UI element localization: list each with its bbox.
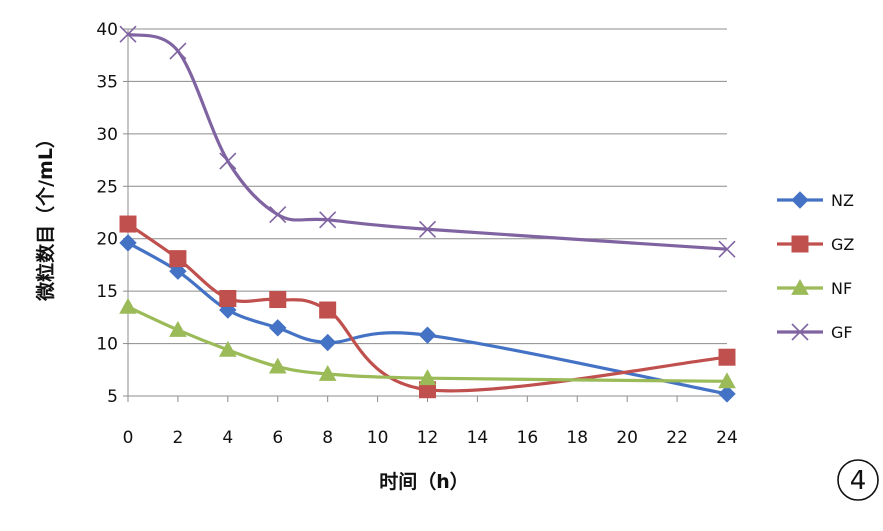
point-gz-6 <box>269 291 287 309</box>
legend-marker-nz <box>791 191 809 209</box>
legend-label-nf: NF <box>831 279 852 298</box>
x-tick-label-14: 14 <box>467 428 489 448</box>
point-gf-2 <box>169 42 187 60</box>
series-gf <box>119 25 736 258</box>
point-gf-24-stroke-b <box>718 240 736 258</box>
legend-label-gz: GZ <box>831 235 854 254</box>
x-tick-label-24: 24 <box>716 428 738 448</box>
point-nf-4 <box>218 340 237 357</box>
x-tick-label-4: 4 <box>222 428 233 448</box>
point-nz-6 <box>269 319 287 337</box>
y-tick-labels: 5 10 15 20 25 30 35 40 <box>96 20 118 407</box>
x-tick-label-20: 20 <box>616 428 638 448</box>
y-tick-label-5: 5 <box>107 387 118 407</box>
point-gz-2 <box>169 250 187 268</box>
x-tick-labels: 0 2 4 6 8 10 12 14 16 18 20 22 24 <box>123 428 738 448</box>
point-gf-6 <box>269 206 287 224</box>
legend-marker-gf <box>791 323 809 341</box>
x-tick-label-12: 12 <box>417 428 439 448</box>
legend: NZ GZ NF GF <box>777 191 854 342</box>
series-layer <box>119 25 736 403</box>
point-gf-12 <box>418 220 437 238</box>
series-line-nz <box>127 241 728 396</box>
point-nz-8 <box>318 333 337 352</box>
point-nf-12 <box>418 369 437 386</box>
y-tick-label-15: 15 <box>96 282 118 302</box>
point-gf-24 <box>718 240 736 258</box>
point-gf-12-stroke-b <box>418 220 437 238</box>
y-axis-title: 微粒数目（个/mL） <box>34 129 57 302</box>
x-tick-label-22: 22 <box>666 428 688 448</box>
legend-item-nf: NF <box>777 278 852 298</box>
legend-marker-nf <box>791 278 809 295</box>
series-line-gf <box>127 32 728 251</box>
point-gf-0 <box>119 25 137 43</box>
y-tick-label-40: 40 <box>96 20 118 40</box>
x-tick-label-16: 16 <box>517 428 539 448</box>
y-tick-label-20: 20 <box>96 230 118 250</box>
point-gz-0 <box>119 215 137 233</box>
badge-circle <box>837 459 879 501</box>
point-gf-4-stroke-b <box>219 152 237 170</box>
point-gz-4 <box>219 289 237 307</box>
point-nf-8 <box>318 364 337 381</box>
point-gf-0-stroke-b <box>119 25 137 43</box>
x-axis-title: 时间（h） <box>379 470 469 493</box>
legend-item-nz: NZ <box>777 191 854 210</box>
point-gf-6-stroke-b <box>269 206 287 224</box>
legend-marker-gz <box>791 235 809 253</box>
x-tick-label-18: 18 <box>566 428 588 448</box>
point-gf-4 <box>219 152 237 170</box>
y-tick-label-30: 30 <box>96 125 118 145</box>
legend-marker-gf-stroke-b <box>791 323 809 341</box>
x-tick-label-0: 0 <box>123 428 134 448</box>
x-tick-label-2: 2 <box>173 428 184 448</box>
point-gz-24 <box>718 348 736 366</box>
badge-number: 4 <box>850 466 867 496</box>
figure-number-badge: 4 <box>837 459 879 501</box>
legend-label-nz: NZ <box>831 191 854 210</box>
point-nz-24 <box>718 385 736 403</box>
point-gz-8 <box>319 301 337 319</box>
point-gf-2-stroke-b <box>169 42 187 60</box>
legend-item-gz: GZ <box>777 235 854 254</box>
point-nz-12 <box>418 326 437 344</box>
point-nf-24 <box>718 372 736 389</box>
point-nz-0 <box>119 234 137 252</box>
point-nf-2 <box>169 320 187 337</box>
point-gf-8 <box>319 211 337 229</box>
y-tick-label-25: 25 <box>96 177 118 197</box>
legend-item-gf: GF <box>777 323 853 342</box>
y-tick-label-10: 10 <box>96 335 118 355</box>
series-gz <box>119 215 736 399</box>
x-tick-label-10: 10 <box>367 428 389 448</box>
point-nz-2 <box>169 262 187 280</box>
y-tick-label-35: 35 <box>96 72 118 92</box>
series-line-gz <box>127 222 728 393</box>
legend-label-gf: GF <box>831 323 853 342</box>
point-gf-8-stroke-b <box>319 211 337 229</box>
x-tick-label-8: 8 <box>322 428 333 448</box>
point-nf-0 <box>119 297 137 314</box>
point-nf-6 <box>268 357 287 374</box>
series-nf <box>119 297 736 389</box>
x-tick-label-6: 6 <box>272 428 283 448</box>
